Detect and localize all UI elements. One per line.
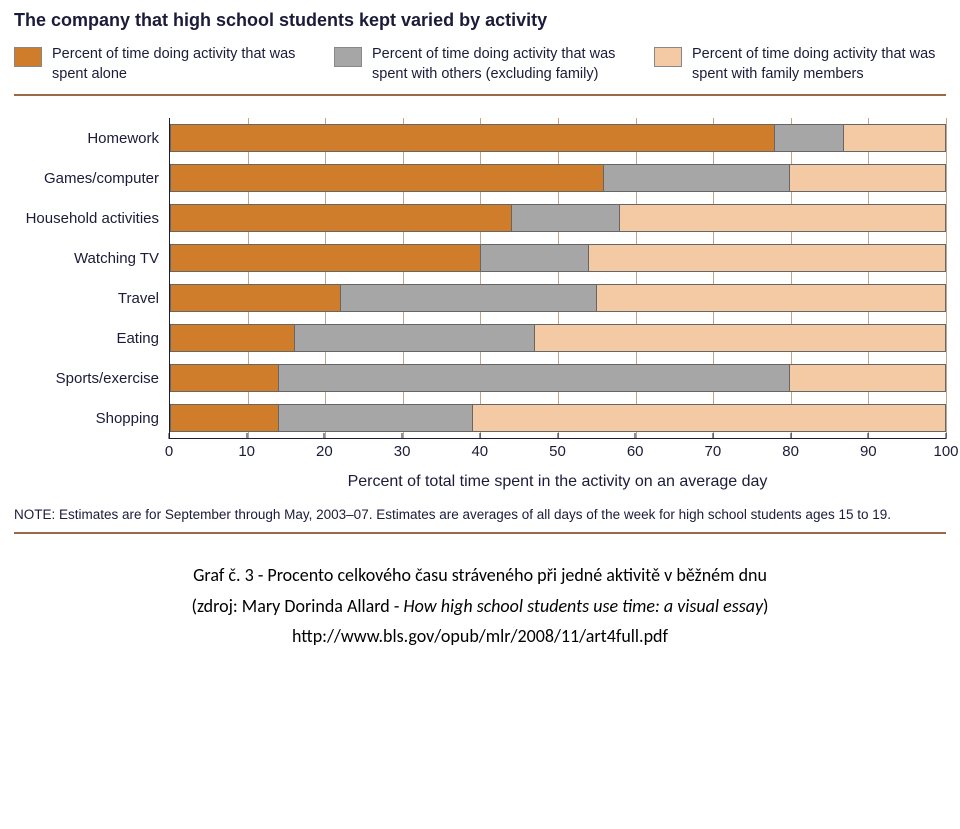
bar-segment-alone [171, 405, 279, 431]
stacked-bar [170, 404, 946, 432]
x-tick-label: 100 [933, 443, 958, 460]
y-axis-label: Travel [14, 278, 169, 318]
x-axis-title: Percent of total time spent in the activ… [169, 473, 946, 491]
bar-row [170, 358, 946, 398]
stacked-bar [170, 324, 946, 352]
stacked-bar [170, 204, 946, 232]
figure: The company that high school students ke… [0, 0, 960, 672]
y-axis-labels: HomeworkGames/computerHousehold activiti… [14, 118, 169, 439]
stacked-bar [170, 364, 946, 392]
bar-segment-alone [171, 325, 295, 351]
plot [169, 118, 946, 439]
gridline [946, 118, 947, 438]
bar-row [170, 158, 946, 198]
stacked-bar [170, 244, 946, 272]
note-text: Estimates are for September through May,… [59, 507, 891, 522]
legend-label: Percent of time doing activity that was … [372, 45, 626, 84]
bar-segment-others [279, 405, 473, 431]
bar-segment-alone [171, 245, 481, 271]
legend-label: Percent of time doing activity that was … [52, 45, 306, 84]
y-axis-label: Household activities [14, 198, 169, 238]
legend-swatch-others [334, 47, 362, 67]
bar-segment-others [604, 165, 790, 191]
stacked-bar [170, 164, 946, 192]
chart: HomeworkGames/computerHousehold activiti… [14, 118, 946, 439]
stacked-bar [170, 124, 946, 152]
x-tick-label: 50 [549, 443, 566, 460]
bar-row [170, 238, 946, 278]
caption-line1: Graf č. 3 - Procento celkového času strá… [14, 560, 946, 591]
stacked-bar [170, 284, 946, 312]
y-axis-label: Games/computer [14, 158, 169, 198]
x-tick-label: 70 [705, 443, 722, 460]
bar-segment-others [279, 365, 790, 391]
bar-row [170, 318, 946, 358]
bar-row [170, 398, 946, 438]
chart-block: HomeworkGames/computerHousehold activiti… [14, 94, 946, 534]
bar-segment-others [295, 325, 535, 351]
caption-source-suffix: ) [763, 595, 768, 617]
legend-label: Percent of time doing activity that was … [692, 45, 946, 84]
x-tick-label: 80 [782, 443, 799, 460]
bar-segment-alone [171, 365, 279, 391]
bar-segment-family [790, 165, 945, 191]
bar-row [170, 198, 946, 238]
bar-segment-family [535, 325, 945, 351]
plot-area [169, 118, 946, 439]
bar-segment-family [844, 125, 945, 151]
bar-segment-family [620, 205, 945, 231]
bar-segment-others [512, 205, 620, 231]
y-axis-label: Eating [14, 318, 169, 358]
legend-swatch-alone [14, 47, 42, 67]
caption-url[interactable]: http://www.bls.gov/opub/mlr/2008/11/art4… [292, 625, 668, 647]
bar-segment-alone [171, 125, 775, 151]
bar-segment-others [341, 285, 596, 311]
bar-segment-family [790, 365, 945, 391]
bar-segment-alone [171, 165, 604, 191]
x-tick-label: 20 [316, 443, 333, 460]
bar-row [170, 278, 946, 318]
y-axis-label: Sports/exercise [14, 358, 169, 398]
legend-item-family: Percent of time doing activity that was … [654, 45, 946, 84]
caption-source-title: How high school students use time: a vis… [403, 595, 763, 617]
legend-item-alone: Percent of time doing activity that was … [14, 45, 306, 84]
legend: Percent of time doing activity that was … [14, 45, 946, 84]
note-prefix: NOTE: [14, 507, 55, 522]
bar-row [170, 118, 946, 158]
bar-segment-family [473, 405, 945, 431]
y-axis-label: Watching TV [14, 238, 169, 278]
x-tick-label: 60 [627, 443, 644, 460]
bar-segment-others [481, 245, 589, 271]
bar-segment-family [597, 285, 945, 311]
bar-segment-alone [171, 285, 341, 311]
caption-line2: (zdroj: Mary Dorinda Allard - How high s… [14, 591, 946, 622]
y-axis-label: Shopping [14, 398, 169, 438]
legend-item-others: Percent of time doing activity that was … [334, 45, 626, 84]
x-tick-label: 10 [238, 443, 255, 460]
x-axis-ticks: 0102030405060708090100 [169, 439, 946, 467]
bar-segment-others [775, 125, 845, 151]
bar-segment-alone [171, 205, 512, 231]
legend-swatch-family [654, 47, 682, 67]
bar-segment-family [589, 245, 945, 271]
caption-source-prefix: (zdroj: Mary Dorinda Allard - [192, 595, 404, 617]
chart-note: NOTE: Estimates are for September throug… [14, 507, 946, 534]
x-tick-label: 30 [394, 443, 411, 460]
chart-title: The company that high school students ke… [14, 10, 946, 31]
y-axis-label: Homework [14, 118, 169, 158]
caption: Graf č. 3 - Procento celkového času strá… [14, 560, 946, 652]
x-tick-label: 0 [165, 443, 173, 460]
x-tick-label: 40 [471, 443, 488, 460]
x-tick-label: 90 [860, 443, 877, 460]
